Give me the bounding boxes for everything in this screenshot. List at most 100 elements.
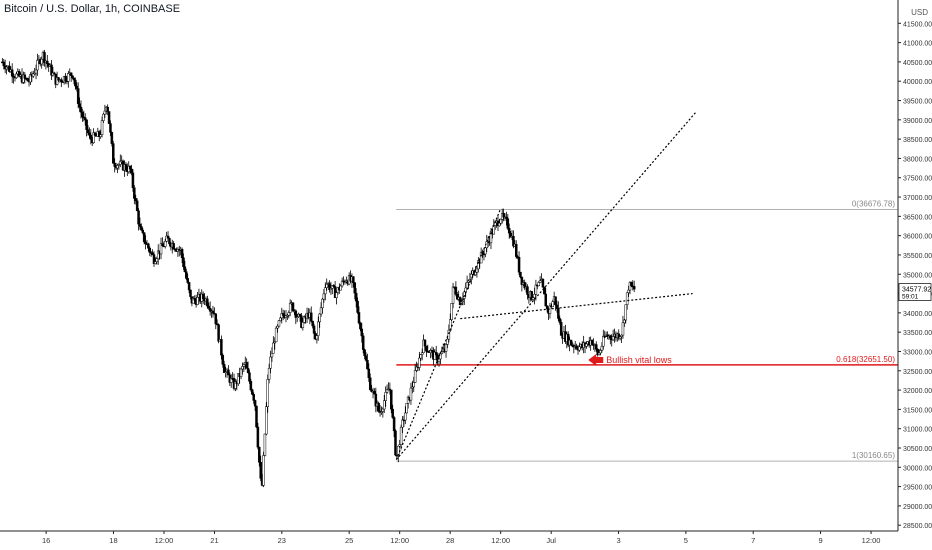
candle-body	[474, 272, 477, 276]
candle-body	[404, 412, 407, 421]
candle-body	[422, 339, 425, 353]
candle-body	[600, 345, 604, 351]
candle-body	[507, 228, 511, 234]
candle-body	[251, 389, 254, 395]
candle-body	[318, 313, 321, 323]
candle-body	[131, 172, 135, 188]
candle-body	[310, 312, 313, 322]
candle-body	[618, 336, 622, 339]
candle-body	[352, 276, 355, 283]
candle-body	[415, 366, 418, 371]
time-tick-label: Jul	[546, 536, 556, 545]
candle-body	[555, 304, 559, 309]
candle-body	[357, 312, 361, 324]
candle-body	[224, 371, 227, 373]
candle-body	[137, 210, 140, 225]
candle-body	[159, 243, 163, 255]
candle-body	[133, 187, 136, 199]
price-tick-label: 39000.00	[903, 118, 932, 125]
candle-body	[269, 356, 272, 369]
candle-body	[328, 283, 331, 291]
annotation-arrow-icon	[588, 353, 604, 366]
price-tick-label: 38500.00	[903, 137, 932, 144]
candle-body	[119, 160, 122, 165]
candle-body	[67, 73, 70, 82]
candle-body	[163, 240, 167, 247]
candle-body	[509, 232, 512, 238]
candle-body	[339, 285, 342, 291]
candle-body	[418, 357, 421, 368]
candle-body	[502, 212, 505, 218]
candle-body	[506, 218, 510, 229]
candle-body	[222, 364, 226, 373]
candle-body	[128, 165, 132, 170]
candle-body	[597, 352, 601, 355]
candle-body	[519, 271, 522, 278]
candle-body	[370, 389, 373, 392]
candle-body	[33, 72, 36, 75]
candle-body	[112, 143, 115, 164]
candle-body	[425, 345, 428, 352]
candle-body	[124, 164, 128, 170]
candle-body	[405, 403, 408, 414]
candle-body	[79, 106, 83, 113]
candle-body	[156, 250, 160, 259]
candle-body	[475, 268, 479, 273]
price-tick-label: 36500.00	[903, 214, 932, 221]
candle-body	[537, 282, 540, 287]
candle-body	[246, 368, 250, 373]
candle-body	[103, 110, 107, 115]
candle-body	[141, 229, 145, 233]
candle-body	[302, 316, 306, 323]
candle-body	[72, 77, 76, 81]
candle-body	[152, 254, 156, 264]
candle-body	[434, 351, 438, 356]
candle-body	[286, 315, 289, 317]
candle-body	[172, 243, 175, 250]
candle-body	[34, 69, 38, 74]
candle-body	[281, 313, 285, 316]
candle-body	[15, 73, 18, 78]
price-tick-label: 32500.00	[903, 369, 932, 376]
time-axis-bg	[0, 531, 932, 550]
candle-body	[433, 351, 437, 360]
candle-body	[530, 291, 533, 300]
candle-body	[531, 297, 535, 300]
fib-level-label: 0(36676.78)	[852, 200, 895, 209]
candle-body	[526, 286, 529, 295]
fib-level-label: 1(30160.65)	[852, 451, 895, 460]
candle-body	[291, 302, 295, 312]
candle-body	[468, 279, 472, 282]
candle-body	[541, 278, 545, 288]
candle-body	[259, 462, 262, 479]
candle-body	[272, 342, 275, 354]
candle-body	[566, 333, 570, 346]
candle-body	[277, 320, 281, 327]
candle-body	[603, 335, 606, 338]
candle-body	[423, 339, 427, 347]
plot-area: 0(36676.78) 0.618(32651.50) 1(30160.65) Bul…	[1, 49, 898, 488]
candle-body	[102, 113, 105, 121]
candle-body	[388, 388, 392, 391]
candle-body	[489, 231, 493, 244]
candle-body	[384, 392, 387, 401]
candle-body	[85, 119, 88, 130]
price-tick-label: 37500.00	[903, 176, 932, 183]
candle-body	[419, 354, 423, 359]
candle-body	[229, 378, 233, 383]
candle-body	[451, 286, 455, 304]
candle-body	[180, 248, 184, 258]
candle-body	[454, 286, 458, 295]
candle-body	[630, 282, 633, 287]
candle-body	[484, 247, 487, 255]
candle-body	[255, 405, 258, 428]
candle-body	[627, 289, 630, 294]
candle-body	[298, 313, 302, 317]
candle-body	[398, 444, 401, 447]
candle-body	[135, 200, 139, 211]
candle-body	[144, 241, 147, 244]
candle-body	[258, 446, 261, 463]
candle-body	[273, 341, 276, 344]
candle-body	[520, 276, 524, 285]
